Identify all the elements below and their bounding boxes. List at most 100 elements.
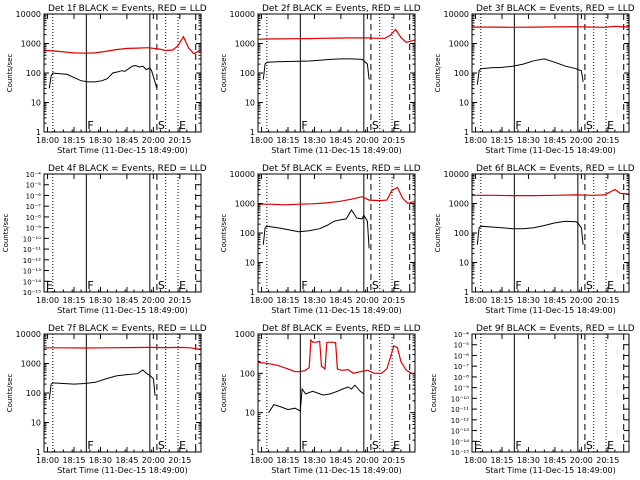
- y-tick-label: 1: [250, 288, 255, 297]
- y-tick-label: 10⁻¹³: [23, 268, 41, 276]
- x-tick-label: 18:45: [115, 136, 138, 145]
- y-tick-label: 100: [454, 69, 469, 78]
- y-tick-label: 10: [245, 99, 255, 108]
- y-tick-label: 10⁻⁵: [26, 182, 42, 190]
- y-tick-label: 10⁻¹⁰: [23, 235, 41, 243]
- marker-label: S: [158, 119, 165, 132]
- x-tick-label: 20:00: [356, 296, 379, 305]
- x-tick-label: 20:00: [356, 456, 379, 465]
- y-tick-label: 10⁻⁸: [454, 374, 470, 382]
- events-series-line: [48, 64, 158, 89]
- panel-1: Det 1f BLACK = Events, RED = LLD F S E 1 10 10…: [6, 4, 207, 155]
- x-tick-label: 18:00: [36, 456, 59, 465]
- y-axis-label: Counts/sec: [6, 374, 14, 413]
- lld-series-line: [44, 346, 202, 350]
- y-tick-label: 1000: [235, 330, 255, 339]
- panel-title: Det 6f BLACK = Events, RED = LLD: [476, 164, 635, 174]
- y-tick-label: 10000: [444, 10, 469, 19]
- y-tick-label: 10⁻⁵: [454, 342, 470, 350]
- x-tick-label: 20:15: [382, 296, 405, 305]
- x-axis-label: Start Time (11-Dec-15 18:49:00): [57, 466, 188, 475]
- panel-3: Det 3f BLACK = Events, RED = LLD F S E 1 10 10…: [434, 4, 635, 155]
- marker-label: E: [179, 119, 186, 132]
- y-tick-label: 10: [459, 99, 469, 108]
- marker-label: E: [474, 439, 481, 452]
- y-tick-label: 10000: [230, 170, 255, 179]
- x-tick-label: 20:00: [570, 456, 593, 465]
- y-tick-label: 10⁻⁹: [26, 225, 42, 233]
- y-tick-label: 1: [250, 128, 255, 137]
- x-tick-label: 18:30: [89, 456, 112, 465]
- marker-label: E: [607, 439, 614, 452]
- x-axis-label: Start Time (11-Dec-15 18:49:00): [271, 306, 402, 315]
- x-tick-label: 18:00: [36, 296, 59, 305]
- y-tick-label: 1: [464, 288, 469, 297]
- y-tick-label: 10⁻⁹: [454, 385, 470, 393]
- x-tick-label: 18:15: [62, 296, 85, 305]
- plot-frame: [43, 333, 202, 453]
- marker-label: E: [46, 279, 53, 292]
- x-tick-label: 18:30: [89, 296, 112, 305]
- lld-series-line: [258, 186, 416, 206]
- x-tick-label: 20:15: [596, 456, 619, 465]
- panel-title: Det 8f BLACK = Events, RED = LLD: [262, 324, 421, 334]
- y-tick-label: 10⁻¹³: [451, 428, 469, 436]
- x-tick-label: 18:00: [36, 136, 59, 145]
- plot-frame: [43, 13, 202, 133]
- x-tick-label: 18:45: [543, 456, 566, 465]
- x-tick-label: 18:45: [543, 136, 566, 145]
- y-tick-label: 10000: [16, 10, 41, 19]
- marker-label: E: [393, 279, 400, 292]
- y-tick-label: 10⁻⁶: [454, 352, 470, 360]
- y-tick-label: 1: [464, 128, 469, 137]
- x-tick-label: 18:45: [329, 136, 352, 145]
- panel-4: Det 4f BLACK = Events, RED = LLD E F S E 10⁻¹…: [2, 164, 207, 315]
- y-tick-label: 100: [240, 229, 255, 238]
- x-axis-label: Start Time (11-Dec-15 18:49:00): [57, 306, 188, 315]
- x-tick-label: 20:00: [570, 136, 593, 145]
- x-tick-label: 18:00: [250, 296, 273, 305]
- y-tick-label: 10⁻¹¹: [451, 406, 469, 414]
- y-axis-label: Counts/sec: [434, 54, 442, 93]
- panel-title: Det 4f BLACK = Events, RED = LLD: [48, 164, 207, 174]
- x-tick-label: 18:30: [303, 296, 326, 305]
- marker-label: S: [586, 439, 593, 452]
- x-axis-label: Start Time (11-Dec-15 18:49:00): [57, 146, 188, 155]
- x-tick-label: 18:30: [89, 136, 112, 145]
- lld-series-line: [472, 25, 630, 28]
- marker-label: S: [372, 119, 379, 132]
- y-tick-label: 1: [36, 448, 41, 457]
- y-tick-label: 1000: [21, 40, 41, 49]
- marker-label: E: [179, 439, 186, 452]
- plot-frame: [471, 333, 630, 453]
- events-series-line: [268, 384, 365, 413]
- x-tick-label: 20:15: [596, 136, 619, 145]
- y-tick-label: 10⁻⁴: [26, 171, 42, 179]
- y-tick-label: 10⁻¹⁰: [451, 395, 469, 403]
- marker-label: S: [158, 439, 165, 452]
- marker-label: F: [87, 439, 93, 452]
- plot-frame: [257, 333, 416, 453]
- y-axis-label: Counts/sec: [434, 214, 442, 253]
- x-axis-label: Start Time (11-Dec-15 18:49:00): [485, 306, 616, 315]
- y-axis-label: Counts/sec: [220, 374, 228, 413]
- y-axis-label: Counts/sec: [220, 54, 228, 93]
- events-series-line: [48, 369, 156, 400]
- x-tick-label: 18:30: [517, 136, 540, 145]
- x-tick-label: 18:00: [464, 136, 487, 145]
- x-tick-label: 18:15: [62, 456, 85, 465]
- x-tick-label: 18:00: [250, 136, 273, 145]
- lld-series-line: [257, 28, 416, 43]
- y-tick-label: 100: [454, 229, 469, 238]
- events-series-line: [262, 58, 370, 80]
- y-tick-label: 10⁻⁸: [26, 214, 42, 222]
- y-tick-label: 1: [36, 128, 41, 137]
- x-tick-label: 18:30: [517, 296, 540, 305]
- panel-6: Det 6f BLACK = Events, RED = LLD F S E 1 10 10…: [434, 164, 635, 315]
- y-tick-label: 1000: [449, 200, 469, 209]
- x-tick-label: 18:45: [329, 296, 352, 305]
- y-tick-label: 10⁻¹⁵: [23, 289, 41, 297]
- marker-label: E: [393, 119, 400, 132]
- marker-label: F: [87, 119, 93, 132]
- y-tick-label: 1000: [21, 360, 41, 369]
